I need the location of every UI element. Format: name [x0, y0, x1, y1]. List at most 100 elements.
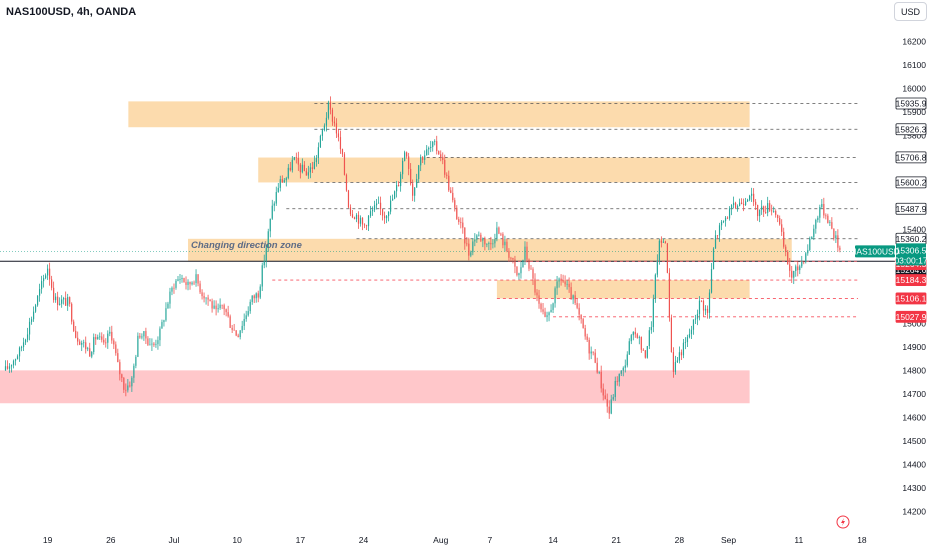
candle-body — [620, 370, 622, 374]
candle-body — [319, 135, 321, 148]
candle-body — [704, 308, 707, 311]
candle-body — [604, 395, 606, 400]
candle-body — [753, 193, 755, 202]
candle-body — [197, 274, 199, 284]
zone-labels-layer: Changing direction zone — [191, 240, 303, 251]
candle-body — [157, 340, 159, 345]
candle-body — [558, 278, 560, 282]
candle-body — [749, 195, 751, 200]
y-tick-label: 16100 — [902, 60, 926, 70]
candle-body — [315, 157, 317, 163]
candle-body — [450, 190, 452, 193]
time-axis[interactable]: 19 26 Jul 10 17 24 Aug 7 14 21 28 Sep 11 18 — [43, 535, 867, 545]
candle-body — [642, 349, 644, 351]
candle-body — [714, 235, 717, 249]
candle-body — [89, 348, 91, 357]
candle-body — [827, 215, 829, 223]
candle-body — [728, 208, 731, 219]
candle-body — [570, 287, 572, 300]
candle-body — [191, 282, 193, 285]
candle-body — [678, 352, 681, 361]
candle-body — [751, 193, 753, 196]
candle-body — [791, 270, 793, 278]
zones-layer — [0, 101, 792, 404]
candle-body — [726, 217, 729, 219]
level-tag-bg — [895, 123, 927, 136]
candle-body — [787, 251, 789, 265]
symbol-tag-bg — [855, 245, 895, 258]
candle-body — [456, 207, 458, 220]
candle-body — [534, 278, 536, 293]
candle-body — [492, 243, 494, 245]
candle-body — [223, 305, 225, 310]
candle-body — [652, 298, 654, 328]
replay-button[interactable] — [836, 515, 850, 529]
candle-body — [341, 149, 344, 155]
candle-body — [117, 353, 119, 363]
candle-body — [500, 233, 502, 235]
candle-body — [638, 337, 640, 338]
candle-body — [14, 359, 17, 361]
candle-body — [12, 360, 15, 366]
candle-body — [839, 247, 841, 250]
candle-body — [466, 243, 468, 245]
candle-body — [592, 351, 594, 353]
candle-body — [462, 222, 464, 228]
currency-button[interactable]: USD — [894, 2, 927, 21]
candle-body — [600, 371, 602, 389]
candle-body — [111, 331, 113, 341]
candle-body — [53, 287, 55, 301]
candle-body — [696, 313, 699, 319]
level-tag: 15935.9 — [896, 99, 927, 109]
x-tick-label: 10 — [232, 535, 242, 545]
y-tick-label: 16000 — [902, 83, 926, 93]
candle-body — [155, 344, 157, 345]
candle-body — [131, 377, 133, 387]
candle-body — [484, 238, 486, 245]
candle-body — [271, 205, 273, 219]
x-tick-label: Sep — [721, 535, 736, 545]
candle-body — [799, 266, 801, 271]
candle-body — [460, 222, 462, 223]
candle-body — [255, 293, 257, 299]
resistance-zone — [128, 101, 750, 128]
candle-body — [355, 214, 358, 220]
candle-body — [688, 334, 691, 338]
candle-body — [724, 217, 727, 221]
y-tick-label: 15900 — [902, 107, 926, 117]
candle-body — [67, 297, 69, 306]
candle-body — [732, 202, 735, 206]
candle-body — [736, 205, 739, 208]
candle-body — [392, 198, 394, 201]
candle-body — [458, 219, 460, 223]
candle-body — [207, 297, 209, 300]
candle-body — [163, 320, 165, 323]
candle-body — [209, 299, 211, 302]
candle-body — [345, 174, 348, 191]
candle-body — [566, 283, 568, 285]
candle-body — [448, 175, 450, 191]
level-tag-bg — [895, 202, 927, 215]
candle-body — [580, 314, 582, 320]
candle-body — [396, 184, 398, 192]
candle-body — [650, 327, 652, 331]
candle-body — [169, 291, 171, 304]
candle-body — [418, 165, 420, 179]
candle-body — [203, 296, 205, 299]
candle-body — [690, 329, 693, 335]
candle-body — [73, 321, 75, 331]
candle-body — [718, 225, 721, 236]
candle-body — [199, 283, 201, 293]
candle-body — [57, 296, 59, 305]
candle-body — [410, 168, 412, 184]
candle-body — [195, 274, 197, 284]
y-tick-label: 15000 — [902, 318, 926, 328]
candle-body — [6, 366, 9, 369]
candle-body — [307, 172, 309, 176]
candle-body — [45, 275, 47, 279]
current-price-tag-bg — [896, 243, 926, 266]
candle-body — [646, 346, 648, 358]
candle-body — [823, 203, 825, 216]
candle-body — [522, 259, 524, 268]
